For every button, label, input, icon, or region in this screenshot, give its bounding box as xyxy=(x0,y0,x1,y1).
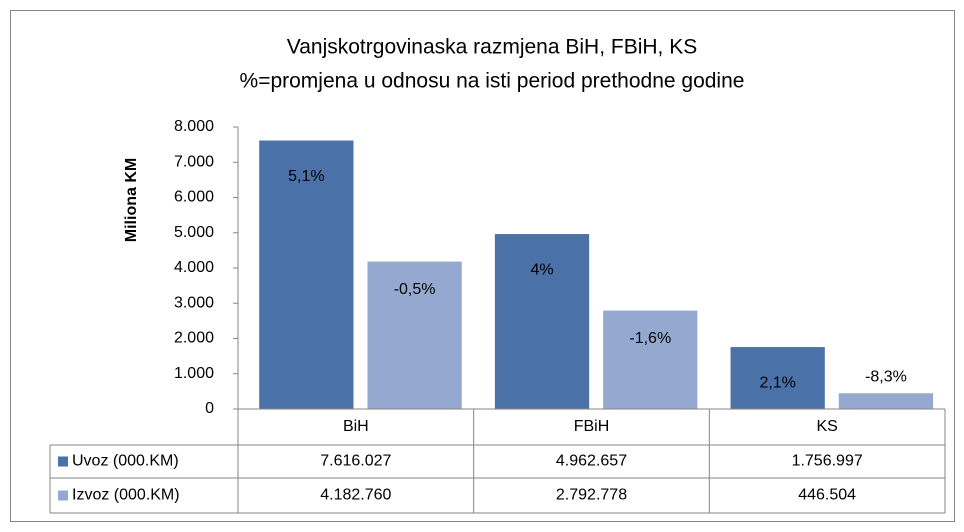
y-tick-label: 7.000 xyxy=(174,153,214,170)
bar xyxy=(259,140,354,410)
y-tick-label: 0 xyxy=(205,400,214,417)
y-tick-label: 6.000 xyxy=(174,189,214,206)
bar xyxy=(838,393,934,409)
y-tick-label: 8.000 xyxy=(174,118,214,135)
change-label: -0,5% xyxy=(394,281,436,298)
bar xyxy=(494,234,590,409)
x-tick-label: FBiH xyxy=(574,418,610,435)
y-tick-label: 2.000 xyxy=(174,330,214,347)
table-value: 4.182.760 xyxy=(320,487,391,504)
x-tick-label: KS xyxy=(816,418,837,435)
chart-title: Vanjskotrgovinaska razmjena BiH, FBiH, K… xyxy=(287,36,697,59)
table-value: 7.616.027 xyxy=(320,453,391,470)
table-value: 446.504 xyxy=(798,487,856,504)
legend-label: Izvoz (000.KM) xyxy=(72,487,180,504)
change-label: 5,1% xyxy=(288,168,324,185)
bar xyxy=(367,261,462,409)
bar xyxy=(730,347,825,409)
change-label: 2,1% xyxy=(759,374,795,391)
change-label: 4% xyxy=(530,261,553,278)
y-tick-label: 1.000 xyxy=(174,365,214,382)
legend-swatch xyxy=(58,490,68,501)
table-value: 1.756.997 xyxy=(792,453,863,470)
table-value: 4.962.657 xyxy=(556,453,627,470)
change-label: -1,6% xyxy=(629,330,671,347)
legend-swatch xyxy=(58,456,68,467)
y-tick-label: 3.000 xyxy=(174,294,214,311)
y-axis-label: Miliona KM xyxy=(123,158,140,242)
bar xyxy=(603,310,698,409)
y-tick-label: 4.000 xyxy=(174,259,214,276)
x-tick-label: BiH xyxy=(343,418,369,435)
y-tick-label: 5.000 xyxy=(174,224,214,241)
legend-label: Uvoz (000.KM) xyxy=(72,453,179,470)
chart-subtitle: %=promjena u odnosu na isti period preth… xyxy=(240,70,745,93)
change-label: -8,3% xyxy=(865,368,907,385)
chart-border xyxy=(10,10,955,522)
table-value: 2.792.778 xyxy=(556,487,627,504)
